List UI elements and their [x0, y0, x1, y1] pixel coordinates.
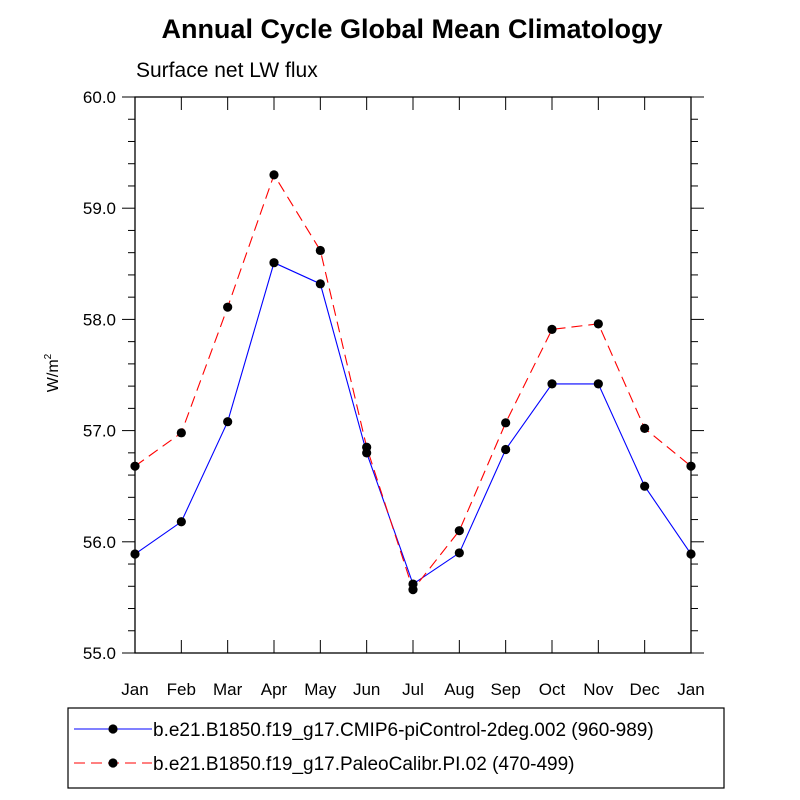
- series-0-point: [269, 258, 279, 268]
- y-axis-label-base: W/m: [45, 359, 62, 392]
- series-1-point: [176, 428, 186, 438]
- legend: b.e21.B1850.f19_g17.CMIP6-piControl-2deg…: [74, 720, 654, 775]
- x-tick-label: May: [304, 680, 337, 699]
- series-0-point: [593, 379, 603, 389]
- y-tick-label: 60.0: [83, 88, 116, 107]
- x-tick-label: Jun: [353, 680, 380, 699]
- series-1-point: [547, 324, 557, 335]
- x-tick-label: Feb: [167, 680, 196, 699]
- chart-title: Annual Cycle Global Mean Climatology: [161, 14, 662, 44]
- series-0-point: [501, 444, 511, 455]
- series-line-0: [134, 261, 692, 585]
- legend-label-1: b.e21.B1850.f19_g17.PaleoCalibr.PI.02 (4…: [153, 754, 574, 775]
- x-tick-label: Apr: [261, 680, 288, 699]
- series-1-point: [640, 423, 650, 433]
- x-tick-label: Nov: [583, 680, 614, 699]
- chart-subtitle: Surface net LW flux: [136, 59, 318, 82]
- series-0-point: [454, 548, 464, 558]
- y-tick-label: 56.0: [83, 533, 116, 552]
- axis-ticks: Jan Feb Mar Apr May Jun Jul Aug Sep Oct Nov Dec Jan 5…: [83, 88, 705, 699]
- x-tick-label: Mar: [213, 680, 243, 699]
- y-axis-label-superscript: 2: [43, 353, 54, 359]
- series-1-point: [223, 302, 233, 312]
- y-tick-label: 59.0: [83, 199, 116, 218]
- series-0-point: [315, 279, 325, 289]
- x-tick-label: Sep: [491, 680, 521, 699]
- legend-box: [67, 707, 725, 789]
- data-series: [130, 170, 696, 595]
- series-1-point: [269, 170, 279, 180]
- x-tick-label: Jan: [121, 680, 148, 699]
- x-tick-label: Oct: [539, 680, 566, 699]
- series-0-point: [176, 517, 186, 527]
- legend-label-0: b.e21.B1850.f19_g17.CMIP6-piControl-2deg…: [153, 720, 654, 741]
- series-0-point: [223, 417, 233, 427]
- series-0-point: [640, 481, 650, 491]
- series-1-point: [408, 585, 418, 595]
- series-1-point: [315, 245, 325, 256]
- legend-marker-1: [108, 758, 118, 768]
- y-axis-label: W/m2: [43, 353, 62, 392]
- series-1-point: [454, 526, 464, 536]
- series-1-point: [362, 442, 372, 452]
- x-tick-label: Dec: [630, 680, 661, 699]
- series-0-point: [547, 379, 557, 389]
- plot-frame: [134, 96, 692, 654]
- y-tick-label: 55.0: [83, 644, 116, 663]
- series-1-point: [501, 418, 511, 428]
- x-tick-label: Jul: [402, 680, 424, 699]
- series-line-1: [134, 173, 692, 591]
- y-tick-label: 57.0: [83, 422, 116, 441]
- series-1-point: [593, 319, 603, 329]
- legend-marker-0: [108, 724, 118, 734]
- y-tick-label: 58.0: [83, 310, 116, 329]
- x-tick-label: Aug: [444, 680, 474, 699]
- x-tick-label: Jan: [677, 680, 704, 699]
